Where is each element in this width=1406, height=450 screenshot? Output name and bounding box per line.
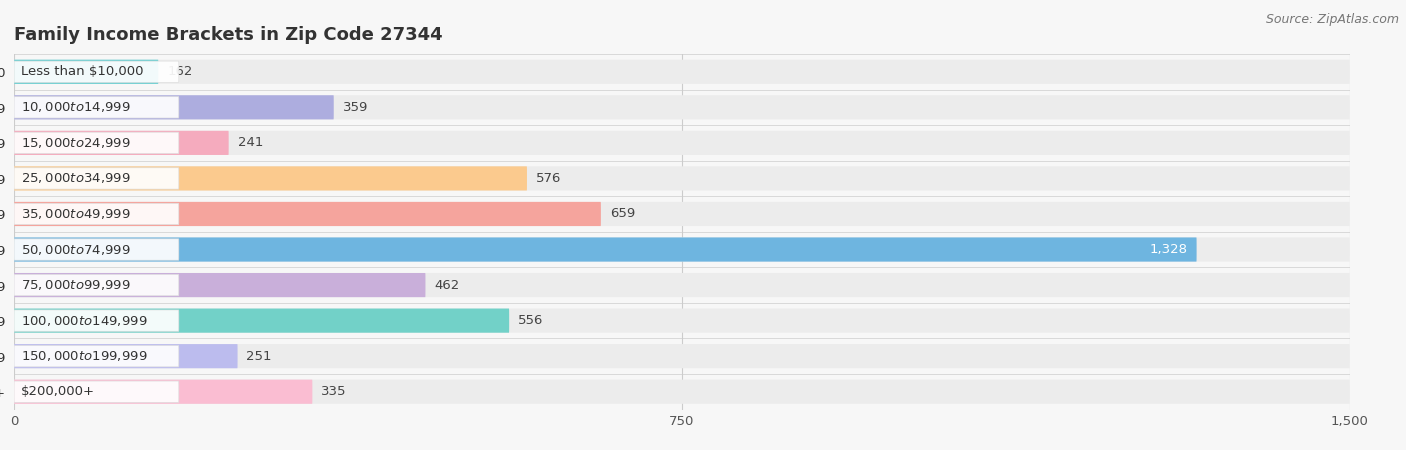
FancyBboxPatch shape bbox=[14, 380, 1350, 404]
FancyBboxPatch shape bbox=[14, 132, 179, 153]
Text: 659: 659 bbox=[610, 207, 636, 220]
FancyBboxPatch shape bbox=[14, 346, 179, 367]
FancyBboxPatch shape bbox=[14, 97, 179, 118]
Text: 359: 359 bbox=[343, 101, 368, 114]
FancyBboxPatch shape bbox=[14, 238, 1197, 261]
FancyBboxPatch shape bbox=[14, 310, 179, 331]
FancyBboxPatch shape bbox=[14, 274, 179, 296]
Text: $100,000 to $149,999: $100,000 to $149,999 bbox=[21, 314, 148, 328]
FancyBboxPatch shape bbox=[14, 131, 1350, 155]
Text: 335: 335 bbox=[321, 385, 347, 398]
Text: 251: 251 bbox=[246, 350, 271, 363]
FancyBboxPatch shape bbox=[14, 344, 1350, 368]
FancyBboxPatch shape bbox=[14, 238, 1350, 261]
Text: $75,000 to $99,999: $75,000 to $99,999 bbox=[21, 278, 131, 292]
Text: Source: ZipAtlas.com: Source: ZipAtlas.com bbox=[1265, 14, 1399, 27]
FancyBboxPatch shape bbox=[14, 344, 238, 368]
Text: 576: 576 bbox=[536, 172, 561, 185]
Text: $200,000+: $200,000+ bbox=[21, 385, 96, 398]
FancyBboxPatch shape bbox=[14, 202, 1350, 226]
Text: $10,000 to $14,999: $10,000 to $14,999 bbox=[21, 100, 131, 114]
FancyBboxPatch shape bbox=[14, 309, 509, 333]
Text: 556: 556 bbox=[517, 314, 544, 327]
FancyBboxPatch shape bbox=[14, 95, 1350, 119]
Text: 1,328: 1,328 bbox=[1150, 243, 1188, 256]
FancyBboxPatch shape bbox=[14, 131, 229, 155]
Text: Family Income Brackets in Zip Code 27344: Family Income Brackets in Zip Code 27344 bbox=[14, 26, 443, 44]
Text: 162: 162 bbox=[167, 65, 193, 78]
FancyBboxPatch shape bbox=[14, 203, 179, 225]
FancyBboxPatch shape bbox=[14, 381, 179, 402]
Text: $50,000 to $74,999: $50,000 to $74,999 bbox=[21, 243, 131, 256]
FancyBboxPatch shape bbox=[14, 168, 179, 189]
FancyBboxPatch shape bbox=[14, 95, 333, 119]
Text: Less than $10,000: Less than $10,000 bbox=[21, 65, 143, 78]
FancyBboxPatch shape bbox=[14, 309, 1350, 333]
Text: 462: 462 bbox=[434, 279, 460, 292]
FancyBboxPatch shape bbox=[14, 166, 1350, 190]
FancyBboxPatch shape bbox=[14, 60, 1350, 84]
FancyBboxPatch shape bbox=[14, 239, 179, 260]
FancyBboxPatch shape bbox=[14, 61, 179, 82]
Text: 241: 241 bbox=[238, 136, 263, 149]
FancyBboxPatch shape bbox=[14, 166, 527, 190]
FancyBboxPatch shape bbox=[14, 273, 426, 297]
Text: $25,000 to $34,999: $25,000 to $34,999 bbox=[21, 171, 131, 185]
FancyBboxPatch shape bbox=[14, 273, 1350, 297]
Text: $15,000 to $24,999: $15,000 to $24,999 bbox=[21, 136, 131, 150]
FancyBboxPatch shape bbox=[14, 380, 312, 404]
FancyBboxPatch shape bbox=[14, 202, 600, 226]
FancyBboxPatch shape bbox=[14, 60, 159, 84]
Text: $150,000 to $199,999: $150,000 to $199,999 bbox=[21, 349, 148, 363]
Text: $35,000 to $49,999: $35,000 to $49,999 bbox=[21, 207, 131, 221]
